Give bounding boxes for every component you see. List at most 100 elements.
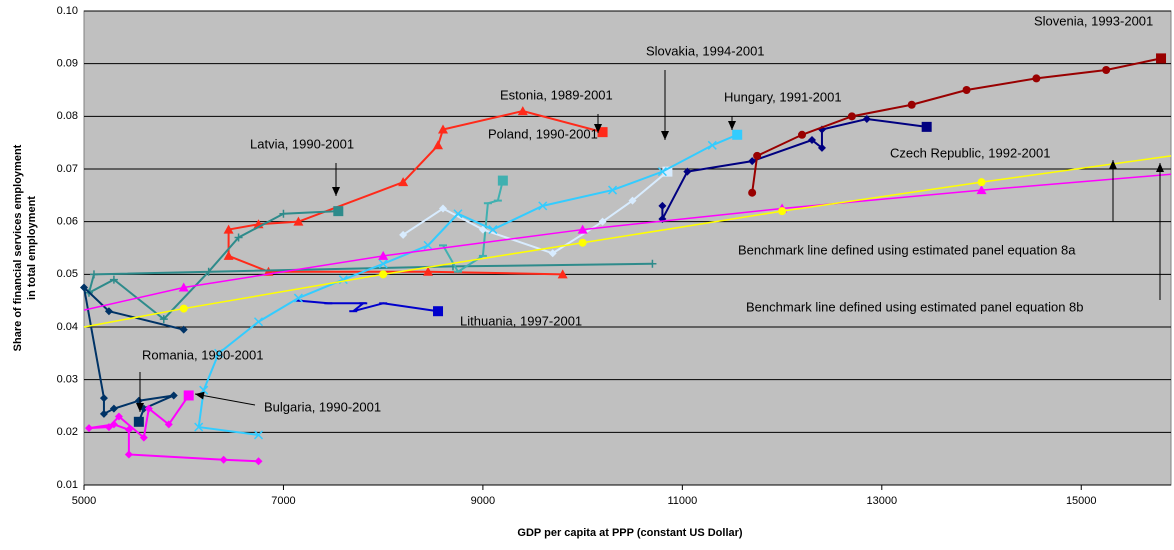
x-tick-label: 9000 (471, 495, 495, 507)
marker (159, 315, 168, 324)
marker (817, 143, 826, 152)
marker (598, 217, 607, 226)
series-label: Lithuania, 1997-2001 (460, 313, 582, 328)
y-tick-label: 0.05 (57, 268, 78, 280)
marker (164, 420, 173, 429)
arrow-head (136, 403, 144, 412)
marker (548, 249, 557, 258)
marker (683, 167, 692, 176)
y-axis-title: Share of financial services employment (12, 144, 24, 351)
marker (557, 269, 568, 279)
marker (1032, 74, 1041, 83)
series-label: Hungary, 1991-2001 (724, 89, 842, 104)
series-label: Estonia, 1989-2001 (500, 87, 613, 102)
marker (439, 204, 448, 213)
marker (921, 121, 932, 132)
marker (179, 325, 188, 334)
marker (254, 457, 263, 466)
y-tick-label: 0.03 (57, 374, 78, 386)
marker (488, 225, 498, 235)
marker (399, 230, 408, 239)
marker (293, 293, 303, 303)
marker (133, 416, 144, 427)
marker (976, 185, 987, 195)
marker (453, 209, 463, 219)
marker (99, 409, 108, 418)
marker (658, 201, 667, 210)
marker (169, 391, 178, 400)
marker (628, 196, 637, 205)
marker (753, 151, 762, 160)
marker (89, 270, 98, 279)
series-label: Czech Republic, 1992-2001 (890, 145, 1050, 160)
series-label: Slovakia, 1994-2001 (646, 43, 765, 58)
x-axis-title: GDP per capita at PPP (constant US Dolla… (517, 527, 742, 539)
marker (114, 412, 123, 421)
marker (179, 304, 188, 313)
marker (234, 233, 243, 242)
series-label: Benchmark line defined using estimated p… (746, 299, 1084, 314)
marker (139, 433, 148, 442)
marker (183, 390, 194, 401)
marker (538, 201, 548, 211)
series-line (87, 210, 653, 321)
marker (253, 317, 264, 327)
y-axis-title: in total employment (26, 196, 38, 300)
marker (748, 157, 757, 166)
marker (84, 424, 93, 433)
marker (253, 430, 264, 440)
marker (423, 240, 433, 250)
marker (279, 209, 288, 218)
marker (104, 423, 113, 432)
marker (578, 238, 587, 247)
marker (732, 129, 743, 140)
marker (608, 185, 618, 195)
marker (433, 306, 444, 317)
marker (134, 396, 143, 405)
marker (379, 270, 388, 279)
series-label: Bulgaria, 1990-2001 (264, 399, 381, 414)
x-tick-label: 15000 (1066, 495, 1097, 507)
marker (378, 259, 388, 269)
marker (109, 404, 118, 413)
marker (204, 267, 213, 276)
plot-area (83, 10, 1172, 486)
marker (223, 250, 234, 260)
marker (104, 307, 113, 316)
x-tick-label: 7000 (271, 495, 295, 507)
y-tick-label: 0.01 (57, 479, 78, 491)
marker (478, 225, 487, 234)
marker (109, 275, 118, 284)
marker (1102, 65, 1111, 74)
y-tick-label: 0.10 (57, 5, 78, 17)
y-tick-label: 0.09 (57, 58, 78, 70)
marker (124, 425, 133, 434)
marker (707, 140, 717, 150)
marker (962, 86, 971, 94)
marker (144, 404, 153, 413)
marker (99, 394, 108, 403)
y-tick-label: 0.06 (57, 216, 78, 228)
arrow-head (661, 131, 669, 140)
arrow-head (195, 391, 205, 400)
marker (748, 188, 757, 197)
x-tick-label: 5000 (72, 495, 96, 507)
arrow-line (194, 393, 256, 406)
marker (333, 206, 344, 217)
marker (194, 422, 204, 432)
marker (517, 106, 528, 116)
arrow-head (332, 187, 340, 196)
marker (398, 177, 409, 187)
marker (497, 175, 508, 186)
series-label: Slovenia, 1993-2001 (1034, 13, 1153, 28)
series-label: Benchmark line defined using estimated p… (738, 242, 1076, 257)
y-tick-label: 0.04 (57, 321, 78, 333)
marker (438, 124, 449, 134)
marker (862, 114, 871, 123)
marker (907, 100, 916, 109)
marker (1156, 53, 1167, 64)
marker (178, 282, 189, 292)
marker (597, 127, 608, 138)
marker (293, 216, 304, 226)
